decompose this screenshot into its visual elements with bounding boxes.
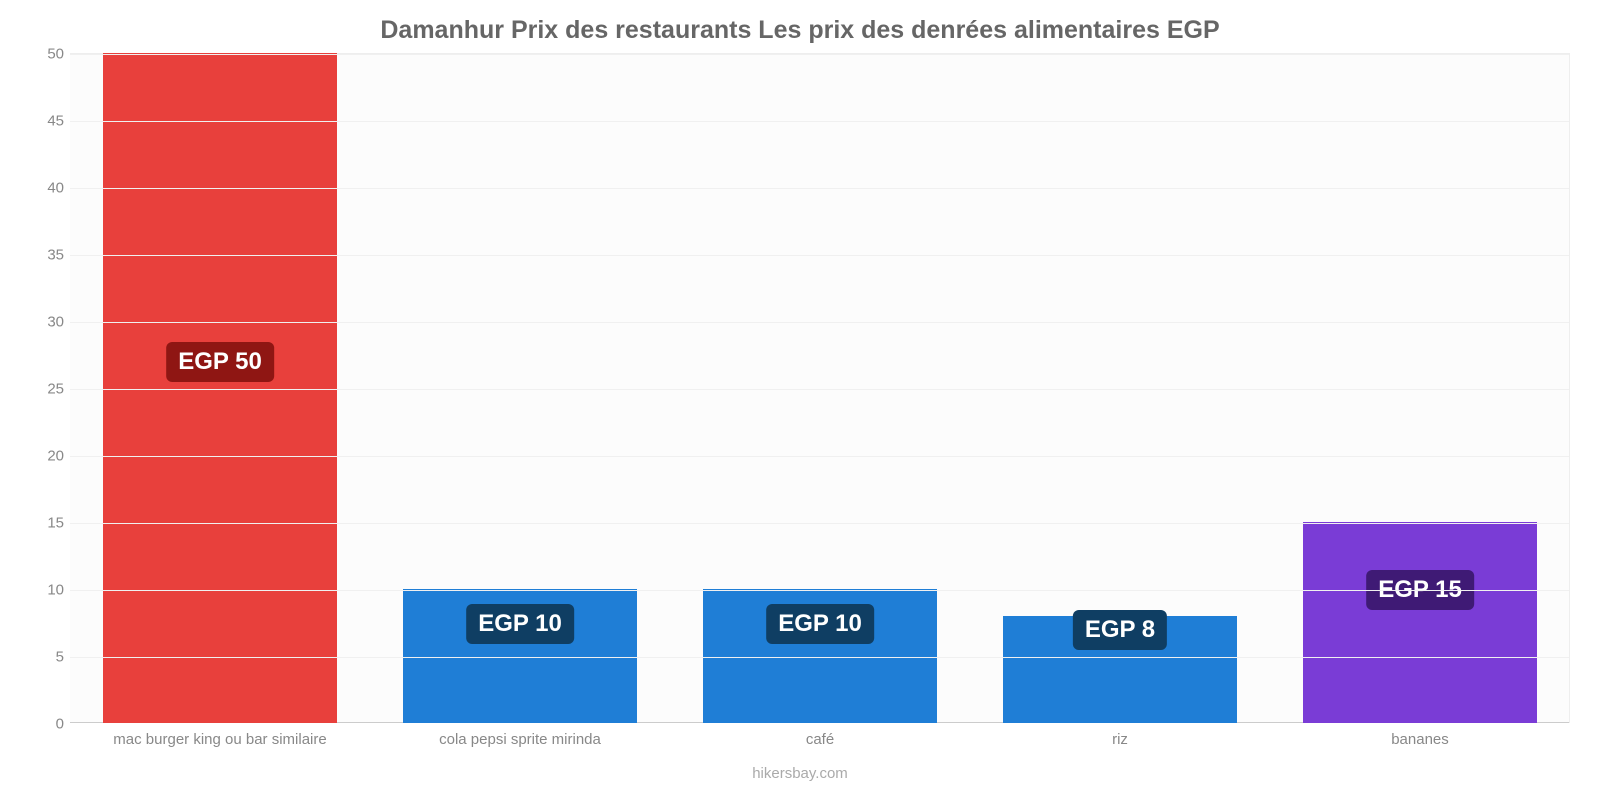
chart-container: Damanhur Prix des restaurants Les prix d… (0, 0, 1600, 800)
bar-value-label: EGP 10 (766, 604, 874, 644)
y-tick-label: 5 (20, 649, 64, 666)
x-axis-labels: mac burger king ou bar similaire cola pep… (70, 723, 1570, 763)
bar-value-label: EGP 50 (166, 342, 274, 382)
x-tick-label: café (806, 731, 834, 748)
y-tick-label: 15 (20, 515, 64, 532)
grid-line (70, 121, 1569, 122)
grid-line (70, 188, 1569, 189)
y-tick-label: 20 (20, 448, 64, 465)
x-tick-label: mac burger king ou bar similaire (113, 731, 326, 748)
y-tick-label: 35 (20, 247, 64, 264)
x-tick-label: riz (1112, 731, 1128, 748)
y-tick-label: 25 (20, 381, 64, 398)
bar-value-label: EGP 10 (466, 604, 574, 644)
grid-line (70, 590, 1569, 591)
y-tick-label: 0 (20, 716, 64, 733)
x-tick-label: cola pepsi sprite mirinda (439, 731, 601, 748)
grid-line (70, 389, 1569, 390)
grid-line (70, 456, 1569, 457)
y-tick-label: 50 (20, 46, 64, 63)
y-tick-label: 45 (20, 113, 64, 130)
x-tick-label: bananes (1391, 731, 1449, 748)
bar-value-label: EGP 8 (1073, 610, 1167, 650)
bar (1303, 522, 1537, 723)
bar (103, 53, 337, 723)
grid-line (70, 54, 1569, 55)
y-tick-label: 10 (20, 582, 64, 599)
y-tick-label: 30 (20, 314, 64, 331)
y-tick-label: 40 (20, 180, 64, 197)
grid-line (70, 255, 1569, 256)
grid-line (70, 657, 1569, 658)
grid-line (70, 322, 1569, 323)
plot-area: EGP 50EGP 10EGP 10EGP 8EGP 15 0510152025… (70, 53, 1570, 723)
chart-title: Damanhur Prix des restaurants Les prix d… (20, 16, 1580, 45)
chart-footer: hikersbay.com (20, 765, 1580, 782)
grid-line (70, 523, 1569, 524)
